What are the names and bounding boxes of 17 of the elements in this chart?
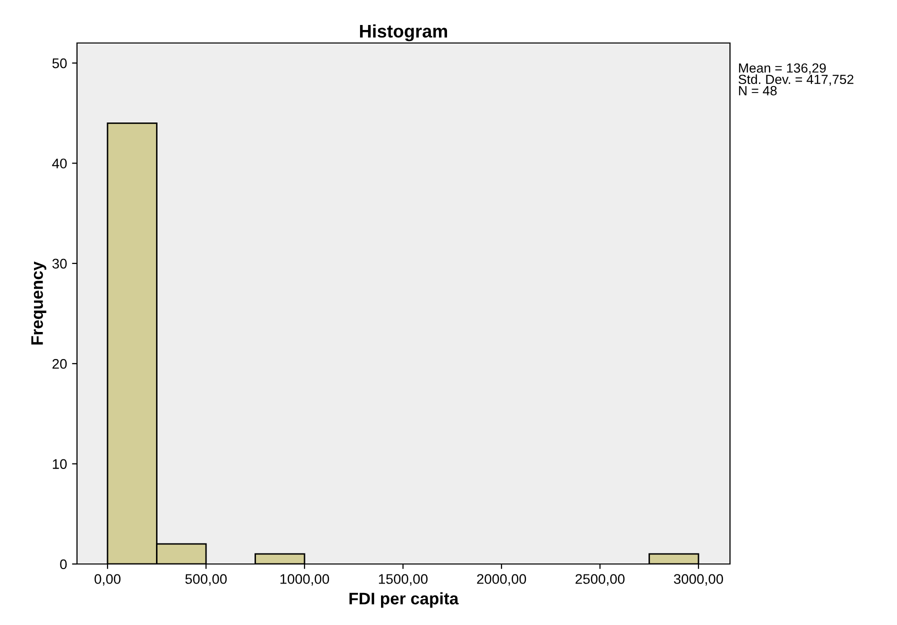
y-tick-label: 40 bbox=[52, 158, 67, 168]
x-tick-label: 2500,00 bbox=[576, 574, 625, 586]
x-axis-title: FDI per capita bbox=[350, 592, 459, 608]
x-tick-label: 500,00 bbox=[185, 574, 227, 586]
y-tick-label: 0 bbox=[60, 559, 67, 570]
x-tick-label: 3000,00 bbox=[674, 574, 724, 586]
y-tick-label: 30 bbox=[52, 258, 67, 269]
x-tick-label: 2000,00 bbox=[477, 574, 526, 586]
x-tick-label: 1000,00 bbox=[280, 574, 330, 586]
chart-title: Histogram bbox=[360, 24, 448, 42]
x-tick-label: 0,00 bbox=[94, 574, 121, 586]
y-tick-label: 10 bbox=[52, 459, 67, 469]
x-tick-label: 1500,00 bbox=[378, 574, 428, 586]
y-tick-label: 20 bbox=[52, 358, 67, 369]
y-tick-label: 50 bbox=[52, 58, 67, 68]
text: Mean = 136,29 Std. Dev. = 417,752 N = 48 bbox=[738, 63, 854, 96]
y-axis-title: Frequency bbox=[31, 261, 46, 345]
